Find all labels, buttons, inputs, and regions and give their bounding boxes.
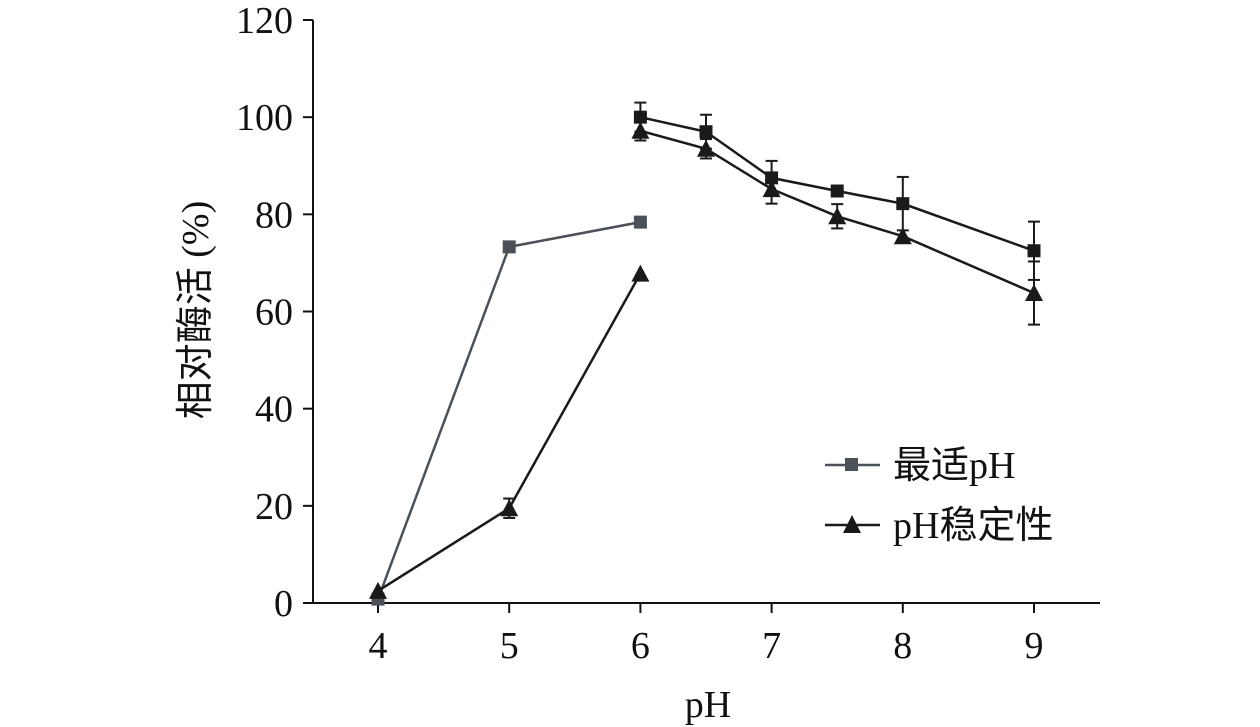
series-line [376, 220, 641, 600]
y-ticks: 0 20 40 60 80 100 120 [236, 0, 313, 625]
data-point-square [633, 215, 647, 229]
data-point-triangle [500, 499, 519, 517]
data-point-triangle [631, 121, 650, 139]
y-axis-title: 相对酶活 (%) [175, 201, 217, 419]
data-point-triangle [762, 180, 781, 198]
legend: 最适pH pH稳定性 [825, 445, 1053, 547]
series-line [640, 129, 1035, 295]
legend-label-optimal-ph: 最适pH [893, 445, 1015, 487]
series-ph-stability [369, 120, 1043, 599]
legend-marker-square [845, 458, 858, 471]
series-line [377, 272, 642, 592]
data-point-triangle [697, 139, 715, 157]
series-layer [369, 101, 1043, 606]
data-point-triangle [1025, 284, 1043, 302]
x-tick-label: 9 [1025, 625, 1044, 667]
data-point-square [502, 240, 516, 254]
x-ticks: 4 5 6 7 8 9 [369, 603, 1044, 667]
data-point-square [699, 125, 713, 139]
data-point-triangle [828, 207, 847, 225]
legend-label-ph-stability: pH稳定性 [893, 505, 1053, 547]
legend-marker-triangle [843, 515, 861, 533]
y-tick-label: 0 [274, 583, 293, 625]
y-tick-label: 80 [255, 194, 293, 236]
x-tick-label: 5 [500, 625, 519, 667]
data-point-triangle [631, 264, 650, 282]
data-point-square [1027, 244, 1041, 258]
y-tick-label: 20 [255, 486, 293, 528]
data-point-triangle [893, 227, 912, 245]
y-tick-label: 120 [236, 0, 293, 42]
data-point-square [830, 184, 844, 198]
legend-entry-ph-stability: pH稳定性 [825, 505, 1053, 547]
x-tick-label: 6 [631, 625, 650, 667]
y-tick-label: 40 [255, 389, 293, 431]
legend-entry-optimal-ph: 最适pH [825, 445, 1015, 487]
x-tick-label: 8 [893, 625, 912, 667]
x-axis-title: pH [685, 684, 731, 726]
data-point-square [896, 197, 910, 211]
x-tick-label: 7 [762, 625, 781, 667]
data-point-triangle [369, 581, 387, 599]
series-line [640, 115, 1035, 252]
y-tick-label: 100 [236, 97, 293, 139]
y-tick-label: 60 [255, 292, 293, 334]
x-tick-label: 4 [369, 625, 388, 667]
